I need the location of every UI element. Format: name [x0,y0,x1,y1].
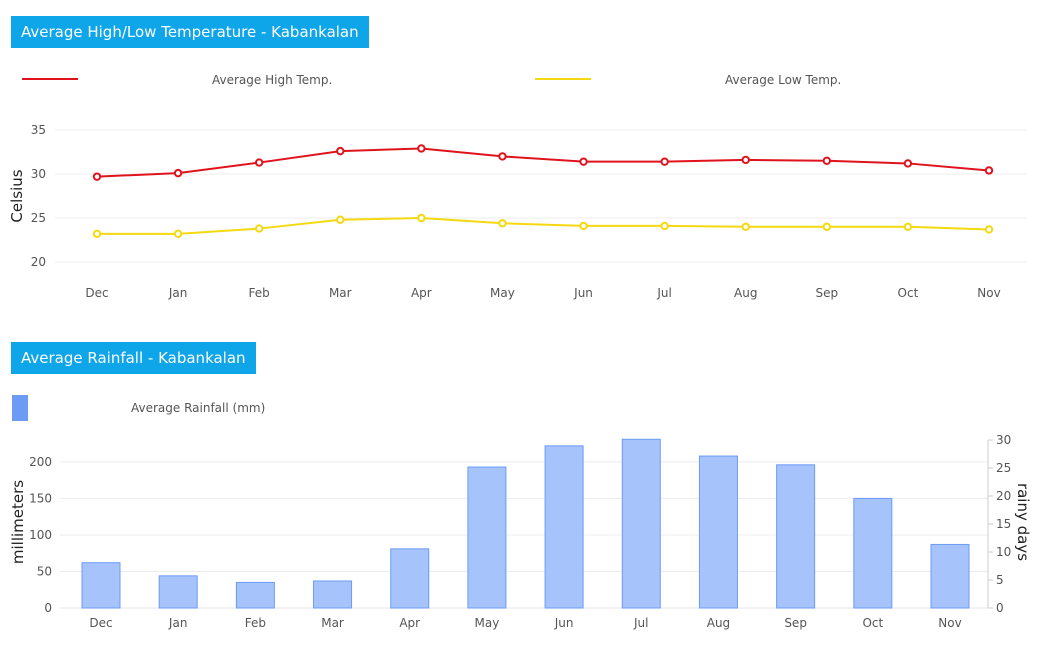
temp-y-tick-label: 25 [31,211,46,225]
temp-x-tick-label: Jan [168,286,188,300]
rain-y2-tick-label: 20 [996,489,1011,503]
data-point-high [903,159,913,168]
temp-x-tick-label: Sep [816,286,839,300]
legend-swatch-rainfall [12,395,28,421]
temp-y-tick-label: 35 [31,123,46,137]
rainfall-bar [544,445,584,609]
rainfall-bar [235,581,275,609]
series-line-high [96,147,990,178]
data-point-low [173,229,183,239]
rain-x-tick-label: Oct [862,616,883,630]
data-point-high [660,157,669,166]
rainfall-bar [81,562,121,609]
rainfall-bar [390,548,430,609]
data-point-low [579,221,588,231]
rain-y2-tick-label: 15 [996,517,1011,531]
temp-x-tick-label: Jun [573,286,593,300]
temperature-chart-title: Average High/Low Temperature - Kabankala… [11,16,369,48]
rainfall-bar [313,580,353,609]
data-point-low [903,222,913,232]
temp-y-tick-label: 20 [31,255,46,269]
rain-x-tick-label: Aug [707,616,730,630]
rain-x-tick-label: Nov [938,616,961,630]
rain-x-tick-label: Apr [399,616,420,630]
rain-y2-tick-label: 30 [996,433,1011,447]
rain-y2-tick-label: 5 [996,573,1004,587]
rain-x-tick-label: Jun [554,616,574,630]
data-point-low [92,229,102,239]
data-point-high [92,172,102,181]
rain-x-tick-label: May [475,616,500,630]
rain-y2-tick-label: 10 [996,545,1011,559]
rain-x-tick-label: Jul [633,616,648,630]
rain-y-tick-label: 50 [37,564,52,578]
rain-y-tick-label: 200 [29,455,52,469]
temp-x-tick-label: Oct [898,286,919,300]
temp-x-tick-label: Aug [734,286,757,300]
data-point-high [579,157,588,166]
temp-x-tick-label: Dec [85,286,108,300]
rainfall-chart-title: Average Rainfall - Kabankalan [11,342,256,374]
rain-y-tick-label: 100 [29,528,52,542]
data-point-low [984,225,994,234]
data-point-low [741,222,750,232]
rain-y-tick-label: 0 [44,601,52,615]
data-point-low [254,224,264,233]
legend-label-high: Average High Temp. [212,73,332,87]
rain-x-tick-label: Mar [321,616,344,630]
data-point-high [254,158,264,167]
data-point-high [336,146,345,156]
data-point-high [173,168,183,178]
data-point-low [822,222,832,232]
legend-label-rainfall: Average Rainfall (mm) [131,401,265,415]
rain-x-tick-label: Jan [168,616,188,630]
rain-x-tick-label: Sep [784,616,807,630]
temp-y-axis-title: Celsius [8,169,26,222]
rainfall-bar [158,575,198,609]
data-point-low [336,215,345,224]
data-point-high [984,166,994,175]
rain-x-tick-label: Feb [245,616,266,630]
temp-x-tick-label: Feb [249,286,270,300]
data-point-high [417,144,426,153]
temp-x-tick-label: Apr [411,286,432,300]
series-line-low [97,216,990,235]
legend-label-low: Average Low Temp. [725,73,841,87]
temp-x-tick-label: May [490,286,515,300]
temp-x-tick-label: Jul [656,286,671,300]
rain-y2-tick-label: 0 [996,601,1004,615]
data-point-high [741,155,750,165]
data-point-low [417,213,426,223]
rain-y-tick-label: 150 [29,491,52,505]
data-point-high [498,152,507,161]
temp-x-tick-label: Mar [329,286,352,300]
rainfall-bar [467,466,507,609]
temp-x-tick-label: Nov [977,286,1000,300]
data-point-high [822,156,832,166]
rainfall-bar [621,438,661,609]
rainfall-bar [776,464,816,609]
rainfall-bar [853,497,893,609]
rainfall-bar [930,543,970,609]
rain-x-tick-label: Dec [89,616,112,630]
rain-y-axis-title: millimeters [9,480,27,564]
data-point-low [660,221,669,231]
data-point-low [498,219,507,228]
rainfall-bar [698,455,738,609]
rain-y2-axis-title: rainy days [1014,483,1032,561]
temp-y-tick-label: 30 [31,167,46,181]
rain-y2-tick-label: 25 [996,461,1011,475]
